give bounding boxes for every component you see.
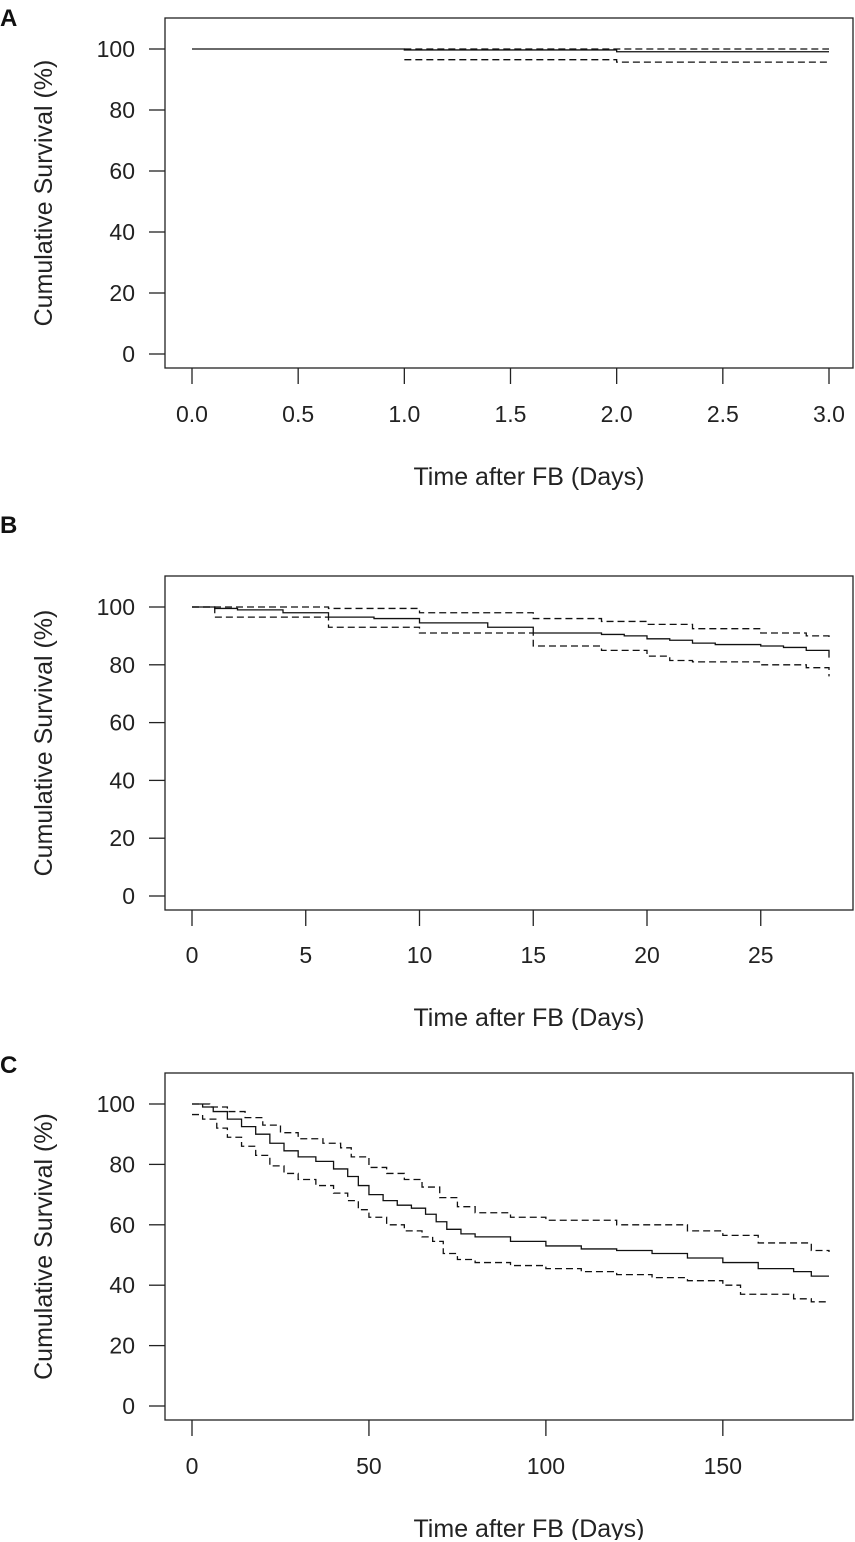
y-tick-label: 100 (97, 1091, 135, 1117)
x-tick-label: 1.5 (495, 401, 527, 427)
plot-frame (164, 17, 854, 369)
survival-chart-a: A 0 20 40 60 80 100 0.0 0.5 1.0 1.5 2.0 2.5 3.0 Time a… (0, 5, 854, 491)
y-tick-label: 20 (109, 280, 135, 306)
x-tick-label: 5 (299, 942, 312, 968)
panel-letter: C (0, 1052, 17, 1079)
y-tick-label: 60 (109, 158, 135, 184)
x-tick-label: 25 (748, 942, 774, 968)
x-tick-label: 0 (186, 942, 199, 968)
x-tick-label: 0.0 (176, 401, 208, 427)
x-axis-title: Time after FB (Days) (413, 1515, 644, 1540)
y-tick-label: 40 (109, 1272, 135, 1298)
series-survival (192, 606, 830, 658)
x-tick-label: 2.0 (601, 401, 633, 427)
y-tick-label: 60 (109, 1212, 135, 1238)
series-survival (192, 1103, 829, 1277)
y-axis-title: Cumulative Survival (%) (30, 60, 58, 327)
survival-chart-b: B 0 20 40 60 80 100 0 5 10 15 20 25 Time after FB (Da… (0, 512, 854, 1030)
y-tick-label: 40 (109, 767, 135, 793)
x-tick-label: 10 (407, 942, 433, 968)
x-tick-label: 50 (356, 1453, 382, 1479)
survival-chart-c: C 0 20 40 60 80 100 0 50 100 150 Time after FB (Day… (0, 1052, 854, 1540)
series-upper-ci (192, 1103, 830, 1252)
x-axis-title: Time after FB (Days) (413, 463, 644, 491)
y-tick-label: 20 (109, 1333, 135, 1359)
x-tick-label: 0 (186, 1453, 199, 1479)
series-lower-ci (192, 606, 830, 677)
y-axis-title: Cumulative Survival (%) (30, 1113, 58, 1380)
y-tick-label: 0 (122, 341, 135, 367)
plot-frame (164, 1072, 854, 1421)
series-lower-ci (192, 1113, 829, 1303)
y-tick-label: 80 (109, 97, 135, 123)
y-tick-label: 80 (109, 652, 135, 678)
x-axis-title: Time after FB (Days) (413, 1004, 644, 1030)
y-tick-label: 100 (97, 36, 135, 62)
y-tick-label: 20 (109, 825, 135, 851)
series-survival (192, 48, 829, 53)
x-tick-label: 15 (520, 942, 546, 968)
x-tick-label: 20 (634, 942, 660, 968)
panel-a: A 0 20 40 60 80 100 0.0 0.5 1.0 1.5 2.0 2.5 3.0 Time a… (0, 0, 855, 505)
x-tick-label: 0.5 (282, 401, 314, 427)
y-tick-label: 0 (122, 1393, 135, 1419)
series-lower-ci (404, 59, 829, 63)
y-tick-label: 60 (109, 710, 135, 736)
panel-letter: A (0, 5, 17, 32)
x-tick-label: 2.5 (707, 401, 739, 427)
y-tick-label: 0 (122, 883, 135, 909)
panel-b: B 0 20 40 60 80 100 0 5 10 15 20 25 Time after FB (Da… (0, 510, 855, 1030)
x-tick-label: 100 (527, 1453, 565, 1479)
y-tick-label: 40 (109, 219, 135, 245)
x-tick-label: 3.0 (813, 401, 845, 427)
x-tick-label: 150 (704, 1453, 742, 1479)
plot-frame (164, 575, 854, 911)
x-tick-label: 1.0 (388, 401, 420, 427)
panel-c: C 0 20 40 60 80 100 0 50 100 150 Time after FB (Day… (0, 1040, 855, 1540)
y-tick-label: 100 (97, 594, 135, 620)
y-axis-title: Cumulative Survival (%) (30, 610, 58, 877)
panel-letter: B (0, 512, 17, 539)
series-upper-ci (192, 606, 830, 641)
y-tick-label: 80 (109, 1151, 135, 1177)
